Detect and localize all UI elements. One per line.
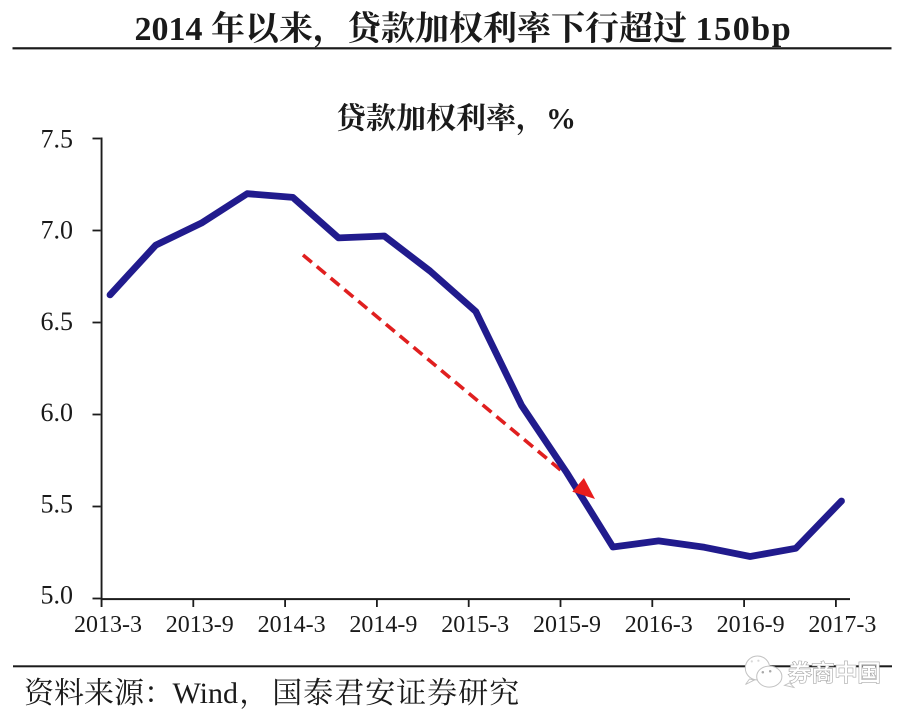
svg-text:2017-3: 2017-3 xyxy=(808,612,876,638)
svg-text:150bp: 150bp xyxy=(696,11,793,48)
svg-text:2014: 2014 xyxy=(135,11,203,48)
svg-text:Wind: Wind xyxy=(173,677,238,710)
svg-text:7.5: 7.5 xyxy=(41,125,74,154)
svg-text:5.0: 5.0 xyxy=(41,581,74,610)
svg-text:2016-3: 2016-3 xyxy=(625,612,693,638)
svg-text:%: % xyxy=(546,103,576,136)
svg-text:5.5: 5.5 xyxy=(41,489,74,518)
svg-text:2013-9: 2013-9 xyxy=(166,612,234,638)
svg-text:2014-9: 2014-9 xyxy=(349,612,417,638)
svg-text:6.0: 6.0 xyxy=(41,398,74,427)
svg-text:2013-3: 2013-3 xyxy=(74,612,142,638)
svg-text:6.5: 6.5 xyxy=(41,307,74,336)
svg-text:2014-3: 2014-3 xyxy=(258,612,326,638)
svg-text:2016-9: 2016-9 xyxy=(717,612,785,638)
svg-text:7.0: 7.0 xyxy=(41,216,74,245)
svg-text:2015-3: 2015-3 xyxy=(441,612,509,638)
svg-text:2015-9: 2015-9 xyxy=(533,612,601,638)
